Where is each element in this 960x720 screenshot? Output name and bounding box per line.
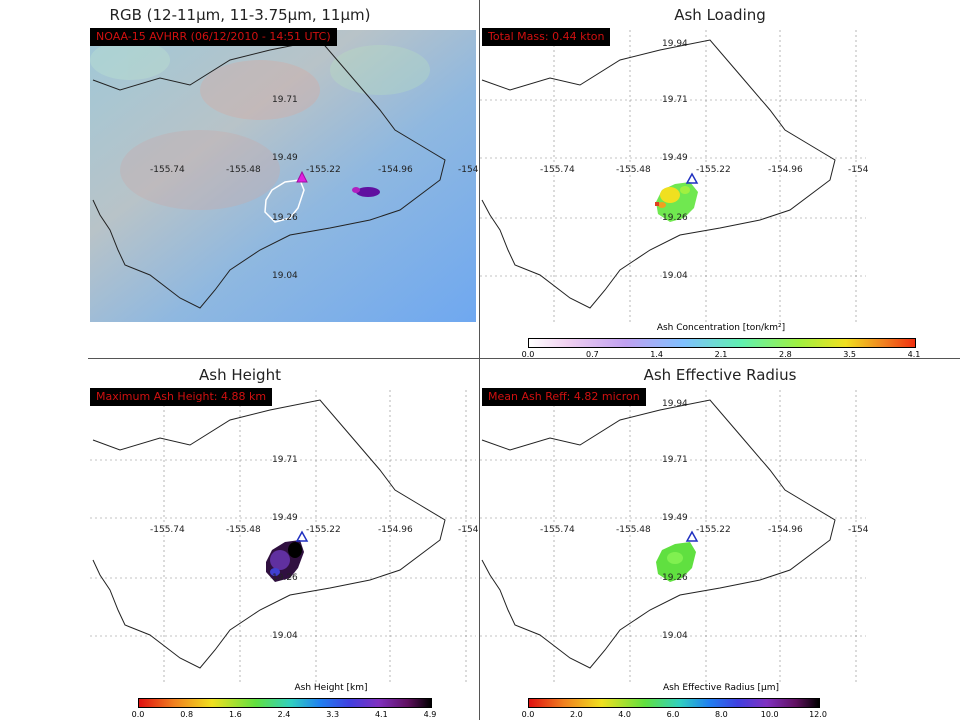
reff-map: -155.74 -155.48 -155.22 -154.96 -154 19.… bbox=[480, 390, 869, 682]
lon-label: -154.96 bbox=[768, 525, 803, 535]
lat-label: 19.94 bbox=[662, 39, 688, 49]
height-title: Ash Height bbox=[199, 366, 281, 384]
lat-label: 19.04 bbox=[662, 271, 688, 281]
lat-label: 19.49 bbox=[272, 153, 298, 163]
tick-label: 0.0 bbox=[521, 710, 535, 719]
rgb-imagery bbox=[90, 30, 476, 322]
loading-colorbar-ticks: 0.0 0.7 1.4 2.1 2.8 3.5 4.1 bbox=[522, 350, 921, 360]
loading-map: -155.74 -155.48 -155.22 -154.96 -154 19.… bbox=[480, 30, 869, 322]
height-panel: Ash Height -155.74 -155.48 -155.22 -154.… bbox=[0, 360, 480, 720]
lat-label: 19.49 bbox=[662, 153, 688, 163]
lon-label: -155.48 bbox=[616, 525, 651, 535]
height-colorbar bbox=[138, 698, 432, 708]
lon-label: -155.74 bbox=[150, 525, 185, 535]
reff-panel: Ash Effective Radius -155.74 -155.48 -15… bbox=[480, 360, 960, 720]
rgb-title: RGB (12-11µm, 11-3.75µm, 11µm) bbox=[109, 6, 371, 24]
lat-label: 19.26 bbox=[272, 213, 298, 223]
lat-label: 19.71 bbox=[662, 455, 688, 465]
lat-label: 19.26 bbox=[662, 213, 688, 223]
reff-banner: Mean Ash Reff: 4.82 micron bbox=[482, 388, 646, 406]
tick-label: 1.6 bbox=[228, 710, 242, 719]
reff-colorbar bbox=[528, 698, 820, 708]
lat-label: 19.49 bbox=[272, 513, 298, 523]
height-colorbar-ticks: 0.0 0.8 1.6 2.4 3.3 4.1 4.9 bbox=[132, 710, 437, 720]
lat-label: 19.04 bbox=[662, 631, 688, 641]
lat-label: 19.26 bbox=[662, 573, 688, 583]
horizontal-divider bbox=[88, 358, 960, 359]
reff-colorbar-ticks: 0.0 2.0 4.0 6.0 8.0 10.0 12.0 bbox=[522, 710, 827, 720]
lon-label: -155.48 bbox=[226, 165, 261, 175]
rgb-panel: RGB (12-11µm, 11-3.75µm, 11µm) -1 bbox=[0, 0, 480, 360]
lat-label: 19.49 bbox=[662, 513, 688, 523]
vent-marker-icon bbox=[295, 530, 309, 542]
tick-label: 4.0 bbox=[618, 710, 632, 719]
tick-label: 4.1 bbox=[374, 710, 388, 719]
lon-label: -154 bbox=[848, 165, 869, 175]
lat-label: 19.04 bbox=[272, 271, 298, 281]
lat-label: 19.71 bbox=[272, 455, 298, 465]
height-colorbar-title: Ash Height [km] bbox=[294, 683, 368, 693]
vent-marker-icon bbox=[296, 170, 308, 183]
lon-label: -154 bbox=[458, 525, 479, 535]
lon-label: -154.96 bbox=[378, 525, 413, 535]
tick-label: 3.5 bbox=[843, 350, 857, 359]
lat-label: 19.71 bbox=[272, 95, 298, 105]
tick-label: 2.4 bbox=[277, 710, 291, 719]
lat-label: 19.94 bbox=[662, 399, 688, 409]
vent-marker-icon bbox=[685, 172, 699, 184]
vent-marker-icon bbox=[685, 530, 699, 542]
height-map: -155.74 -155.48 -155.22 -154.96 -154 19.… bbox=[90, 390, 479, 682]
tick-label: 0.7 bbox=[585, 350, 599, 359]
tick-label: 0.0 bbox=[131, 710, 145, 719]
lon-label: -154.96 bbox=[378, 165, 413, 175]
tick-label: 2.0 bbox=[569, 710, 583, 719]
rgb-map: -155.74 -155.48 -155.22 -154.96 -154 19.… bbox=[90, 30, 479, 322]
tick-label: 6.0 bbox=[666, 710, 680, 719]
tick-label: 2.1 bbox=[714, 350, 728, 359]
tick-label: 2.8 bbox=[778, 350, 792, 359]
lon-label: -155.22 bbox=[306, 165, 341, 175]
rgb-banner: NOAA-15 AVHRR (06/12/2010 - 14:51 UTC) bbox=[90, 28, 337, 46]
tick-label: 3.3 bbox=[326, 710, 340, 719]
height-banner: Maximum Ash Height: 4.88 km bbox=[90, 388, 273, 406]
reff-title: Ash Effective Radius bbox=[643, 366, 797, 384]
lon-label: -155.22 bbox=[306, 525, 341, 535]
tick-label: 4.9 bbox=[423, 710, 437, 719]
loading-panel: Ash Loading -155.74 -155.48 -155.22 -154 bbox=[480, 0, 960, 360]
lat-label: 19.71 bbox=[662, 95, 688, 105]
lon-label: -155.22 bbox=[696, 525, 731, 535]
tick-label: 0.0 bbox=[521, 350, 535, 359]
lon-label: -155.74 bbox=[150, 165, 185, 175]
lon-label: -155.48 bbox=[616, 165, 651, 175]
tick-label: 1.4 bbox=[650, 350, 664, 359]
lon-label: -155.48 bbox=[226, 525, 261, 535]
tick-label: 10.0 bbox=[760, 710, 779, 719]
lat-label: 19.26 bbox=[272, 573, 298, 583]
loading-colorbar bbox=[528, 338, 916, 348]
lon-label: -154 bbox=[458, 165, 479, 175]
loading-colorbar-title: Ash Concentration [ton/km²] bbox=[656, 323, 786, 333]
tick-label: 8.0 bbox=[714, 710, 728, 719]
tick-label: 0.8 bbox=[180, 710, 194, 719]
tick-label: 12.0 bbox=[809, 710, 827, 719]
lon-label: -155.74 bbox=[540, 165, 575, 175]
lon-label: -155.74 bbox=[540, 525, 575, 535]
vertical-divider bbox=[479, 0, 480, 720]
lon-label: -154 bbox=[848, 525, 869, 535]
loading-banner: Total Mass: 0.44 kton bbox=[482, 28, 611, 46]
lat-label: 19.04 bbox=[272, 631, 298, 641]
tick-label: 4.1 bbox=[907, 350, 921, 359]
lon-label: -154.96 bbox=[768, 165, 803, 175]
loading-title: Ash Loading bbox=[674, 6, 766, 24]
reff-colorbar-title: Ash Effective Radius [µm] bbox=[662, 683, 780, 693]
lon-label: -155.22 bbox=[696, 165, 731, 175]
